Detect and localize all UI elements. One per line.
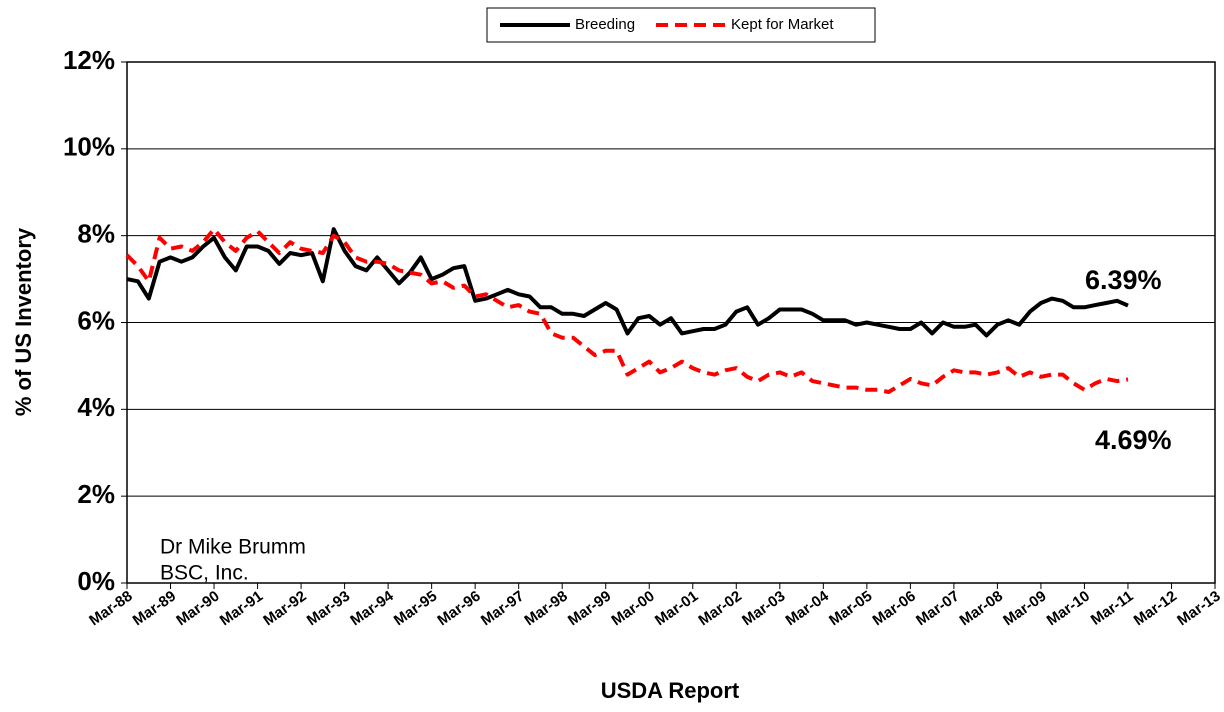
- y-tick-label: 6%: [77, 305, 115, 335]
- plot-frame: [126, 61, 1216, 584]
- y-tick-label: 10%: [63, 132, 115, 162]
- series-line: [126, 227, 1129, 338]
- end-label: 6.39%: [1085, 265, 1162, 295]
- legend-label: Kept for Market: [731, 16, 834, 33]
- y-tick-label: 4%: [77, 392, 115, 422]
- y-tick-label: 0%: [77, 566, 115, 596]
- y-axis-label: % of US Inventory: [11, 227, 36, 416]
- credit: Dr Mike Brumm: [160, 536, 306, 559]
- y-tick-label: 8%: [77, 219, 115, 249]
- y-tick-label: 2%: [77, 479, 115, 509]
- legend-label: Breeding: [575, 16, 635, 33]
- x-axis-label: USDA Report: [601, 678, 740, 703]
- end-label: 4.69%: [1095, 425, 1172, 455]
- credit: BSC, Inc.: [160, 562, 249, 585]
- y-tick-label: 12%: [63, 45, 115, 75]
- series-line: [125, 227, 1129, 394]
